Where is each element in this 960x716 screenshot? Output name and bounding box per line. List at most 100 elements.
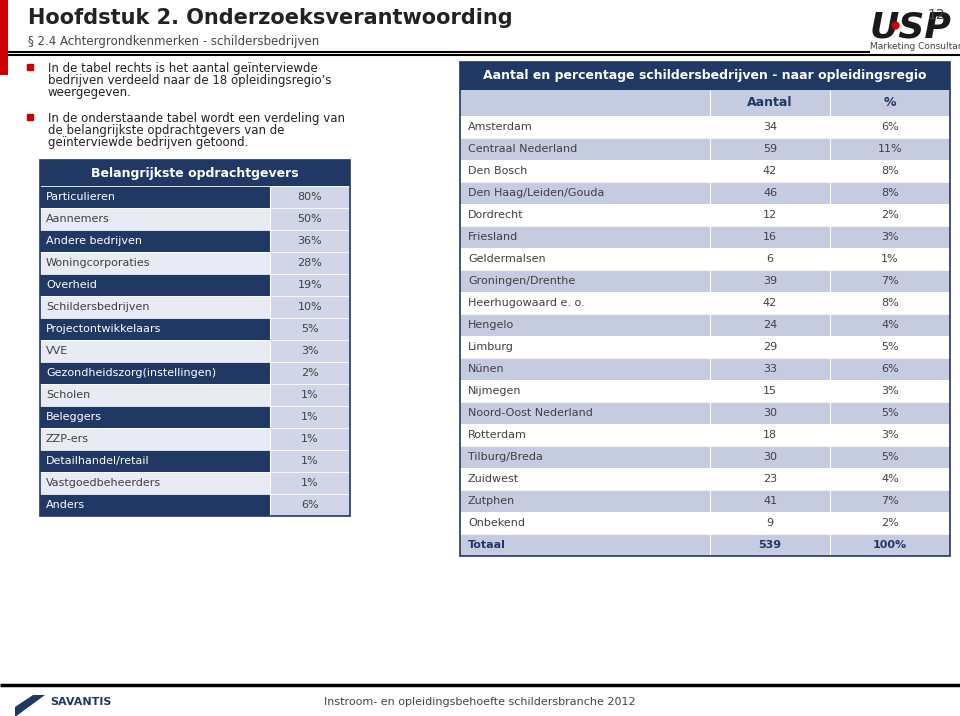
Text: 11%: 11% xyxy=(877,144,902,154)
Text: 80%: 80% xyxy=(298,192,323,202)
Bar xyxy=(40,340,270,362)
Text: weergegeven.: weergegeven. xyxy=(48,86,132,99)
Bar xyxy=(710,248,830,270)
Text: Groningen/Drenthe: Groningen/Drenthe xyxy=(468,276,575,286)
Text: 8%: 8% xyxy=(881,188,899,198)
Text: 42: 42 xyxy=(763,298,778,308)
Bar xyxy=(710,182,830,204)
Text: Aannemers: Aannemers xyxy=(46,214,109,224)
Bar xyxy=(710,490,830,512)
Text: 2%: 2% xyxy=(881,210,899,220)
Text: 50%: 50% xyxy=(298,214,323,224)
Text: 33: 33 xyxy=(763,364,777,374)
Bar xyxy=(40,494,270,516)
Text: 2%: 2% xyxy=(301,368,319,378)
Bar xyxy=(460,468,710,490)
Text: Rotterdam: Rotterdam xyxy=(468,430,527,440)
Text: § 2.4 Achtergrondkenmerken - schildersbedrijven: § 2.4 Achtergrondkenmerken - schildersbe… xyxy=(28,35,320,48)
Bar xyxy=(710,314,830,336)
Text: 4%: 4% xyxy=(881,320,899,330)
Text: 3%: 3% xyxy=(301,346,319,356)
Text: 3%: 3% xyxy=(881,430,899,440)
Text: de belangrijkste opdrachtgevers van de: de belangrijkste opdrachtgevers van de xyxy=(48,124,284,137)
Bar xyxy=(710,512,830,534)
Text: 3%: 3% xyxy=(881,232,899,242)
Bar xyxy=(460,380,710,402)
Text: Instroom- en opleidingsbehoefte schildersbranche 2012: Instroom- en opleidingsbehoefte schilder… xyxy=(324,697,636,707)
Bar xyxy=(460,160,710,182)
Bar xyxy=(270,362,350,384)
Text: SAVANTIS: SAVANTIS xyxy=(50,697,111,707)
Text: Den Haag/Leiden/Gouda: Den Haag/Leiden/Gouda xyxy=(468,188,605,198)
Text: 539: 539 xyxy=(758,540,781,550)
Text: Nijmegen: Nijmegen xyxy=(468,386,521,396)
Text: 7%: 7% xyxy=(881,276,899,286)
Bar xyxy=(710,336,830,358)
Text: Den Bosch: Den Bosch xyxy=(468,166,527,176)
Text: Friesland: Friesland xyxy=(468,232,518,242)
Polygon shape xyxy=(15,695,33,707)
Bar xyxy=(270,340,350,362)
Text: 23: 23 xyxy=(763,474,777,484)
Text: geïnterviewde bedrijven getoond.: geïnterviewde bedrijven getoond. xyxy=(48,136,249,149)
Bar xyxy=(460,490,710,512)
Text: Projectontwikkelaars: Projectontwikkelaars xyxy=(46,324,161,334)
Text: 29: 29 xyxy=(763,342,778,352)
Bar xyxy=(270,318,350,340)
Text: Heerhugowaard e. o.: Heerhugowaard e. o. xyxy=(468,298,585,308)
Bar xyxy=(830,292,950,314)
Bar xyxy=(830,490,950,512)
Text: Detailhandel/retail: Detailhandel/retail xyxy=(46,456,150,466)
Text: 3%: 3% xyxy=(881,386,899,396)
Bar xyxy=(460,248,710,270)
Bar xyxy=(460,512,710,534)
Text: 5%: 5% xyxy=(301,324,319,334)
Text: 6: 6 xyxy=(766,254,774,264)
Text: 30: 30 xyxy=(763,408,777,418)
Text: Aantal: Aantal xyxy=(747,97,793,110)
Text: Overheid: Overheid xyxy=(46,280,97,290)
Text: bedrijven verdeeld naar de 18 opleidingsregio’s: bedrijven verdeeld naar de 18 opleidings… xyxy=(48,74,331,87)
Bar xyxy=(460,292,710,314)
Text: %: % xyxy=(884,97,897,110)
Bar xyxy=(830,138,950,160)
Bar xyxy=(40,318,270,340)
Text: USP: USP xyxy=(870,10,952,44)
Bar xyxy=(710,424,830,446)
Bar xyxy=(40,252,270,274)
Bar xyxy=(710,138,830,160)
Text: 19%: 19% xyxy=(298,280,323,290)
Bar xyxy=(460,314,710,336)
Text: Scholen: Scholen xyxy=(46,390,90,400)
Text: 18: 18 xyxy=(763,430,777,440)
Text: 8%: 8% xyxy=(881,166,899,176)
Bar xyxy=(40,450,270,472)
Text: Woningcorporaties: Woningcorporaties xyxy=(46,258,151,268)
Bar xyxy=(270,274,350,296)
Bar xyxy=(830,358,950,380)
Text: Marketing Consultancy bv: Marketing Consultancy bv xyxy=(870,42,960,51)
Bar xyxy=(270,186,350,208)
Text: In de tabel rechts is het aantal geïnterviewde: In de tabel rechts is het aantal geïnter… xyxy=(48,62,318,75)
Text: Noord-Oost Nederland: Noord-Oost Nederland xyxy=(468,408,593,418)
Bar xyxy=(270,472,350,494)
Text: 5%: 5% xyxy=(881,408,899,418)
Text: 1%: 1% xyxy=(881,254,899,264)
Bar xyxy=(40,160,350,516)
Bar xyxy=(460,446,710,468)
Bar xyxy=(830,116,950,138)
Text: 42: 42 xyxy=(763,166,778,176)
Bar xyxy=(270,428,350,450)
Text: 1%: 1% xyxy=(301,412,319,422)
Bar xyxy=(830,424,950,446)
Text: Dordrecht: Dordrecht xyxy=(468,210,523,220)
Text: Zutphen: Zutphen xyxy=(468,496,516,506)
Text: 30: 30 xyxy=(763,452,777,462)
Bar xyxy=(830,314,950,336)
Bar xyxy=(270,450,350,472)
Text: 12: 12 xyxy=(763,210,777,220)
Bar xyxy=(710,446,830,468)
Bar xyxy=(460,182,710,204)
Bar xyxy=(460,534,710,556)
Bar xyxy=(830,446,950,468)
